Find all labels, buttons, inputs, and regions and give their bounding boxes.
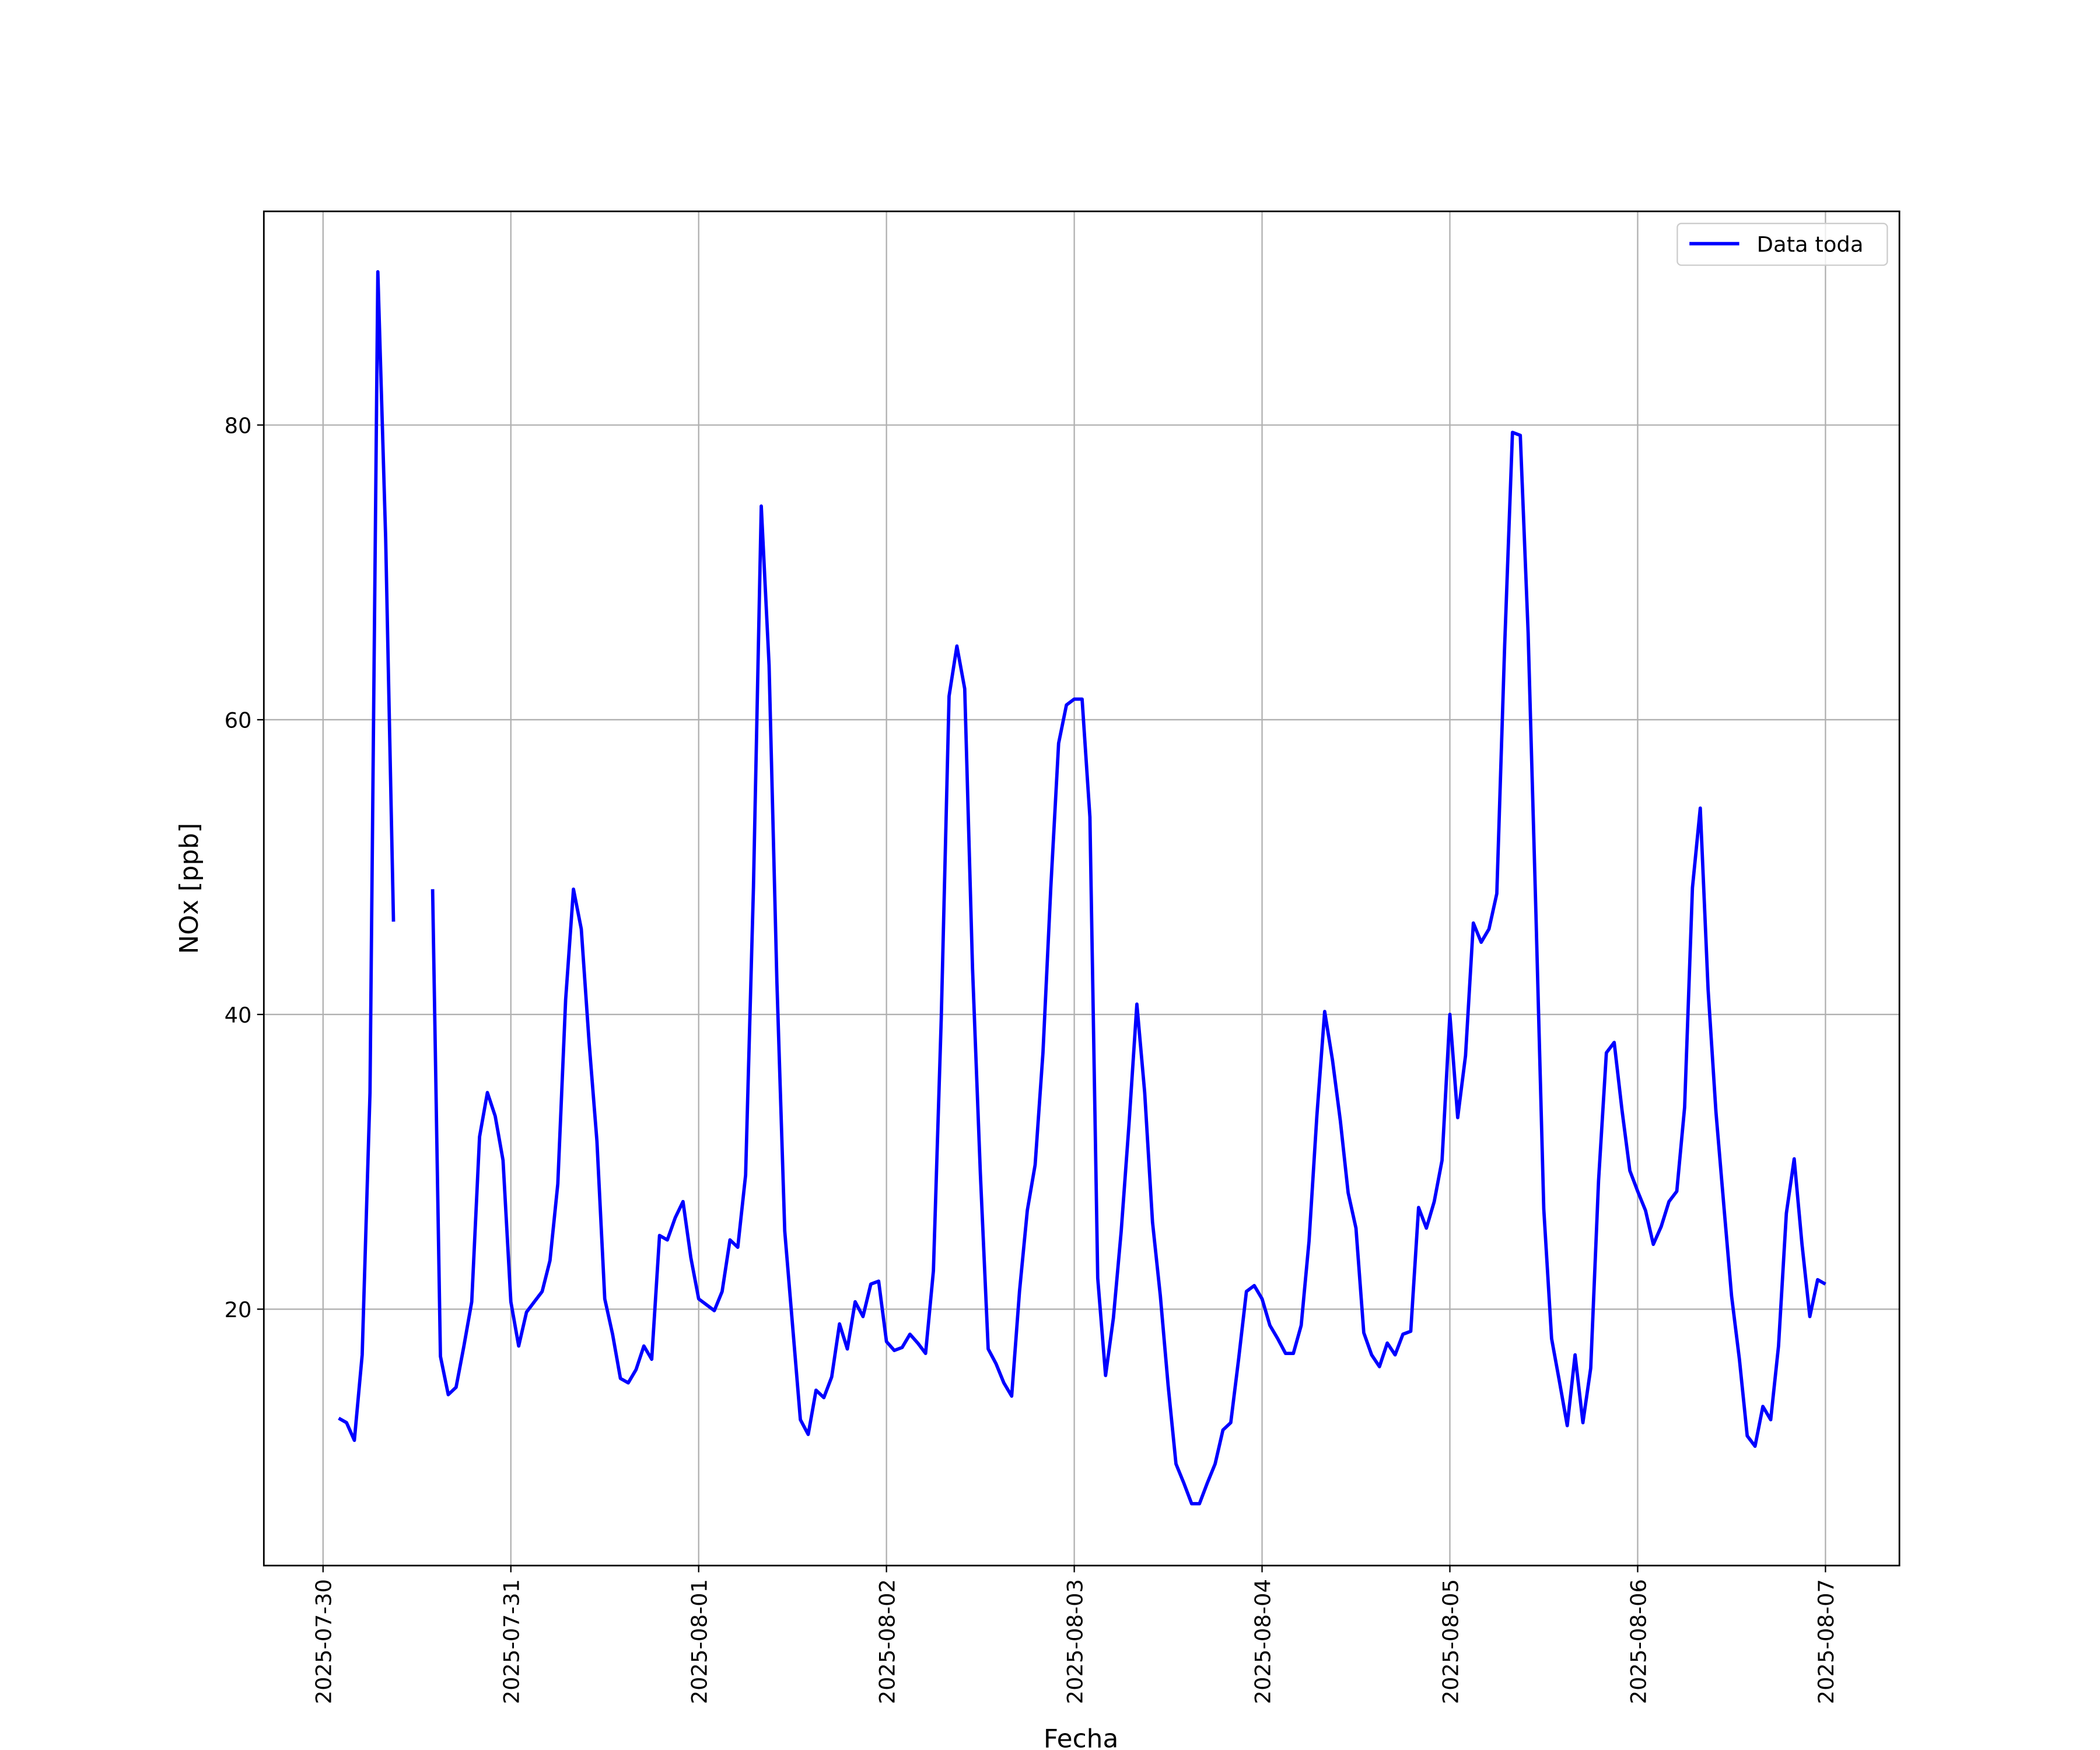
y-tick-label: 60 [225, 708, 252, 733]
x-tick-label: 2025-08-06 [1626, 1579, 1651, 1704]
x-tick-label: 2025-08-03 [1062, 1579, 1087, 1704]
y-tick-label: 40 [225, 1003, 252, 1028]
x-tick-label: 2025-08-01 [687, 1579, 712, 1704]
x-tick-label: 2025-07-30 [312, 1579, 337, 1704]
legend: Data toda [1676, 222, 1888, 266]
data-line [338, 270, 1826, 1506]
x-tick-label: 2025-08-02 [874, 1579, 900, 1704]
y-tick-label: 20 [225, 1297, 252, 1322]
x-tick-label: 2025-07-31 [499, 1579, 524, 1704]
y-tick-label: 80 [225, 413, 252, 438]
x-tick-label: 2025-08-04 [1250, 1579, 1275, 1704]
ticks: 20 40 60 80 2025-07-30 2025-07-31 2025-08-01 20… [225, 413, 1839, 1704]
x-tick-label: 2025-08-07 [1814, 1579, 1839, 1704]
axes-frame [262, 210, 1901, 1567]
legend-label: Data toda [1757, 232, 1864, 257]
legend-box [1676, 222, 1888, 266]
plot-area [338, 270, 1826, 1506]
x-axis-label: Fecha [1044, 1724, 1119, 1750]
x-tick-label: 2025-08-05 [1438, 1579, 1463, 1704]
grid [264, 211, 1900, 1566]
y-axis-label: NOx [ppb] [174, 823, 204, 954]
